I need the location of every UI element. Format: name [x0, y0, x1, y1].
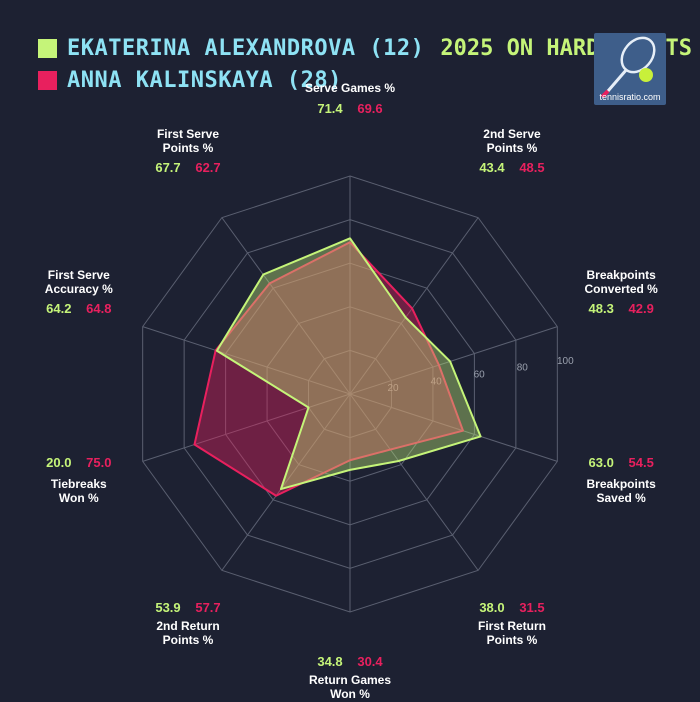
axis-label-6-line-0: 2nd Return	[156, 619, 219, 633]
logo-text: tennisratio.com	[599, 92, 661, 102]
grid-spoke-7	[142, 393, 351, 462]
value-label-alexandrova-4: 38.0	[479, 600, 504, 615]
legend-swatch-kalinskaya	[38, 70, 57, 90]
value-label-alexandrova-0: 71.4	[317, 101, 343, 116]
value-label-kalinskaya-8: 64.8	[86, 301, 111, 316]
value-label-kalinskaya-9: 62.7	[195, 160, 220, 175]
legend: EKATERINA ALEXANDROVA (12) 2025 ON HARD …	[38, 33, 692, 97]
value-label-alexandrova-1: 43.4	[479, 160, 505, 175]
series-area-kalinskaya	[193, 241, 464, 497]
axis-label-4-line-1: Points %	[487, 633, 538, 647]
value-label-alexandrova-2: 48.3	[589, 301, 614, 316]
ring-tick-label-60: 60	[474, 370, 486, 381]
value-label-kalinskaya-0: 69.6	[357, 101, 382, 116]
grid-spoke-4	[349, 393, 479, 571]
tennis-racket-ball-icon	[600, 36, 656, 99]
series-area-alexandrova	[215, 237, 482, 491]
value-label-kalinskaya-6: 57.7	[195, 600, 220, 615]
axis-label-9-line-0: First Serve	[157, 127, 219, 141]
value-label-alexandrova-9: 67.7	[155, 160, 180, 175]
grid-spoke-3	[349, 393, 558, 462]
grid-spoke-2	[349, 326, 558, 395]
axis-label-2-line-1: Converted %	[584, 282, 658, 296]
player-name-alexandrova: EKATERINA ALEXANDROVA (12)	[67, 35, 425, 61]
tennisratio-logo[interactable]: tennisratio.com	[594, 33, 666, 105]
player-name-kalinskaya: ANNA KALINSKAYA (28)	[67, 67, 342, 93]
value-label-kalinskaya-1: 48.5	[519, 160, 544, 175]
axis-label-5-line-0: Return Games	[309, 673, 391, 687]
value-label-kalinskaya-2: 42.9	[629, 301, 654, 316]
value-label-alexandrova-6: 53.9	[155, 600, 180, 615]
axis-label-9-line-1: Points %	[163, 141, 214, 155]
value-label-alexandrova-3: 63.0	[589, 455, 614, 470]
axis-label-1-line-1: Points %	[487, 141, 538, 155]
axis-label-5-line-1: Won %	[330, 687, 370, 701]
value-label-alexandrova-7: 20.0	[46, 455, 71, 470]
value-label-kalinskaya-3: 54.5	[629, 455, 654, 470]
legend-entry-kalinskaya: ANNA KALINSKAYA (28)	[38, 65, 692, 95]
axis-label-7-line-1: Won %	[59, 491, 99, 505]
axis-label-2-line-0: Breakpoints	[586, 268, 656, 282]
grid-spoke-8	[142, 326, 351, 395]
axis-label-0-line-0: Serve Games %	[305, 81, 395, 95]
ring-tick-label-100: 100	[557, 356, 574, 367]
value-label-alexandrova-8: 64.2	[46, 301, 71, 316]
axis-label-7-line-0: Tiebreaks	[51, 477, 107, 491]
value-label-kalinskaya-4: 31.5	[519, 600, 544, 615]
grid-spoke-9	[221, 217, 351, 395]
axis-label-8-line-0: First Serve	[48, 268, 110, 282]
axis-label-3-line-1: Saved %	[596, 491, 646, 505]
ring-tick-label-80: 80	[517, 363, 529, 374]
ring-tick-label-40: 40	[431, 376, 443, 387]
value-label-alexandrova-5: 34.8	[317, 654, 342, 669]
axis-label-3-line-0: Breakpoints	[586, 477, 656, 491]
axis-label-6-line-1: Points %	[163, 633, 214, 647]
grid-spoke-1	[349, 217, 479, 395]
ring-tick-label-20: 20	[388, 383, 400, 394]
legend-swatch-alexandrova	[38, 38, 57, 58]
legend-entry-alexandrova: EKATERINA ALEXANDROVA (12) 2025 ON HARD …	[38, 33, 692, 63]
value-label-kalinskaya-7: 75.0	[86, 455, 111, 470]
grid-spoke-6	[221, 393, 351, 571]
axis-label-8-line-1: Accuracy %	[45, 282, 113, 296]
axis-label-1-line-0: 2nd Serve	[483, 127, 541, 141]
value-label-kalinskaya-5: 30.4	[357, 654, 383, 669]
axis-label-4-line-0: First Return	[478, 619, 546, 633]
